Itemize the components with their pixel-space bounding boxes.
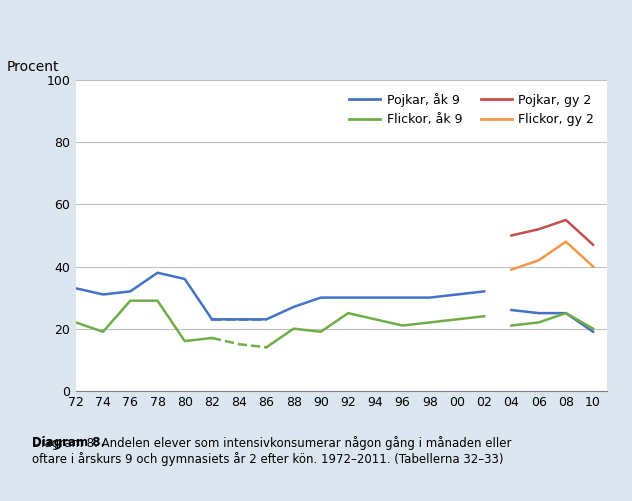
Line: Flickor, gy 2: Flickor, gy 2 [511,241,593,270]
Text: Diagram 8.: Diagram 8. [32,436,105,449]
Pojkar, åk 9 [535,310,542,316]
Flickor, åk 9 [507,323,515,329]
Flickor, åk 9 [535,320,542,326]
Flickor, gy 2 [535,258,542,264]
Pojkar, åk 9 [507,307,515,313]
Flickor, åk 9 [562,310,569,316]
Pojkar, gy 2 [507,232,515,238]
Flickor, gy 2 [507,267,515,273]
Flickor, gy 2 [589,264,597,270]
Pojkar, gy 2 [562,217,569,223]
Flickor, åk 9 [589,326,597,332]
Legend: Pojkar, åk 9, Flickor, åk 9, Pojkar, gy 2, Flickor, gy 2: Pojkar, åk 9, Flickor, åk 9, Pojkar, gy … [343,86,600,132]
Pojkar, gy 2 [589,242,597,248]
Text: Diagram 8. Andelen elever som intensivkonsumerar någon gång i månaden eller
ofta: Diagram 8. Andelen elever som intensivko… [32,436,511,466]
Pojkar, åk 9 [589,329,597,335]
Pojkar, åk 9 [562,310,569,316]
Flickor, gy 2 [562,238,569,244]
Line: Pojkar, åk 9: Pojkar, åk 9 [511,310,593,332]
Line: Pojkar, gy 2: Pojkar, gy 2 [511,220,593,245]
Pojkar, gy 2 [535,226,542,232]
Line: Flickor, åk 9: Flickor, åk 9 [511,313,593,329]
Text: Procent: Procent [6,60,59,74]
